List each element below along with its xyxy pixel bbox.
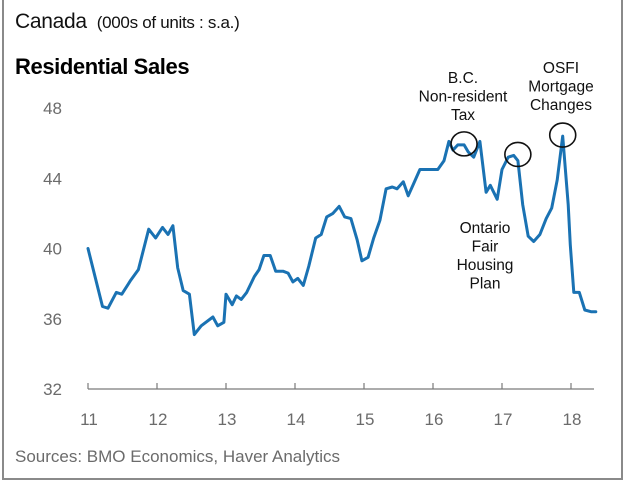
y-axis: 32 36 40 44 48 [43, 99, 62, 399]
x-tick-label: 12 [149, 410, 168, 429]
annotation-circle-ontario-plan [504, 141, 532, 168]
annotation-label-ontario-plan: Ontario Fair Housing Plan [457, 220, 514, 293]
source-note: Sources: BMO Economics, Haver Analytics [15, 447, 341, 466]
y-tick-label: 32 [43, 380, 62, 399]
x-tick-label: 11 [80, 410, 98, 429]
y-tick-label: 48 [43, 99, 62, 118]
series-group [86, 134, 598, 337]
annotation-line: Fair [472, 239, 499, 256]
annotation-line: Changes [530, 97, 592, 114]
x-axis: 11 12 13 14 15 16 17 18 [80, 383, 594, 429]
y-tick-label: 40 [43, 240, 62, 259]
x-tick-label: 13 [218, 410, 237, 429]
annotation-line: Mortgage [528, 79, 593, 96]
x-tick-label: 15 [356, 410, 375, 429]
annotation-line: Ontario [460, 220, 511, 237]
annotation-circle-osfi [548, 122, 577, 148]
annotation-label-bc-tax: B.C. Non-resident Tax [419, 70, 508, 124]
y-tick-label: 44 [43, 169, 62, 188]
x-tick-label: 16 [425, 410, 444, 429]
annotations-group: B.C. Non-resident Tax Ontario Fair Housing Pla… [419, 60, 594, 293]
x-tick-label: 18 [563, 410, 582, 429]
region-label: Canada [15, 10, 87, 33]
annotation-line: Plan [469, 276, 500, 293]
chart-title: Residential Sales [15, 54, 190, 79]
chart-region-heading: Canada (000s of units : s.a.) [15, 10, 240, 34]
units-label: (000s of units : s.a.) [96, 13, 240, 32]
y-tick-label: 36 [43, 310, 62, 329]
annotation-line: Housing [457, 257, 514, 274]
annotation-circle-bc-tax [450, 131, 478, 157]
annotation-line: OSFI [543, 60, 579, 77]
annotation-line: Non-resident [419, 89, 508, 106]
annotation-line: B.C. [448, 70, 478, 87]
x-tick-label: 14 [287, 410, 306, 429]
x-tick-label: 17 [494, 410, 513, 429]
series-line-residential-sales [86, 134, 598, 337]
annotation-line: Tax [451, 107, 475, 124]
annotation-label-osfi: OSFI Mortgage Changes [528, 60, 593, 114]
